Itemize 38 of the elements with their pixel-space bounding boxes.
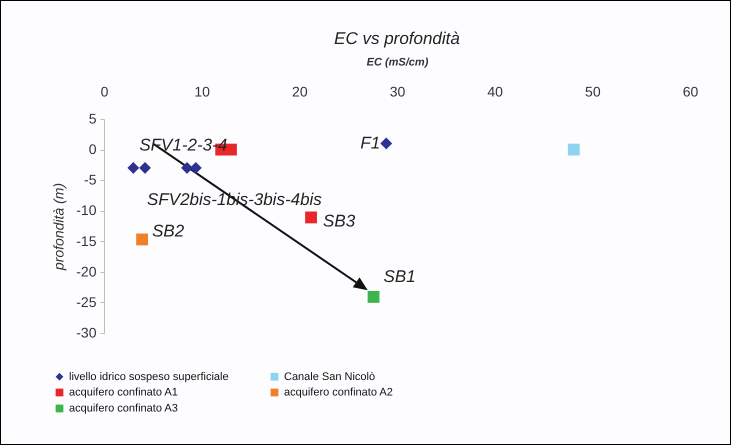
y-tick-label: -25 [76,294,97,310]
legend-label: acquifero confinato A3 [69,402,178,414]
legend-label: acquifero confinato A1 [69,386,178,398]
x-tick-label: 30 [390,84,406,100]
y-tick-label: -5 [84,172,97,188]
point [368,291,380,303]
annotation: SB2 [152,221,185,240]
x-tick-label: 40 [487,84,504,100]
annotation: SB3 [323,211,356,230]
point [181,162,193,174]
x-tick-label: 20 [292,84,308,100]
point [380,138,392,150]
y-tick-label: 0 [88,141,97,158]
x-tick-label: 60 [682,84,698,100]
y-tick-label: -30 [76,324,97,340]
point [136,234,148,246]
point [127,162,140,174]
chart-title: EC vs profondità [334,29,460,48]
point [568,144,580,156]
y-axis-title: profondità (m) [50,182,66,272]
y-tick-label: -15 [76,232,97,249]
annotation: SB1 [384,266,416,286]
y-tick-label: -20 [76,263,97,280]
y-tick-label: -10 [76,202,97,218]
legend-label: Canale San Nicolò [284,370,376,383]
legend-label: acquifero confinato A2 [284,386,393,398]
y-tick-label: 5 [88,110,97,126]
point [139,162,151,174]
legend-label: livello idrico sospeso superficiale [69,370,229,383]
annotation: SFV1-2-3-4 [139,136,228,155]
annotation: F1 [360,133,380,152]
x-tick-label: 10 [194,84,210,100]
x-axis-title: EC (mS/cm) [366,56,429,68]
x-tick-label: 0 [100,84,109,100]
point [305,212,317,224]
point [190,162,202,174]
x-tick-label: 50 [585,84,601,100]
point [225,144,237,156]
